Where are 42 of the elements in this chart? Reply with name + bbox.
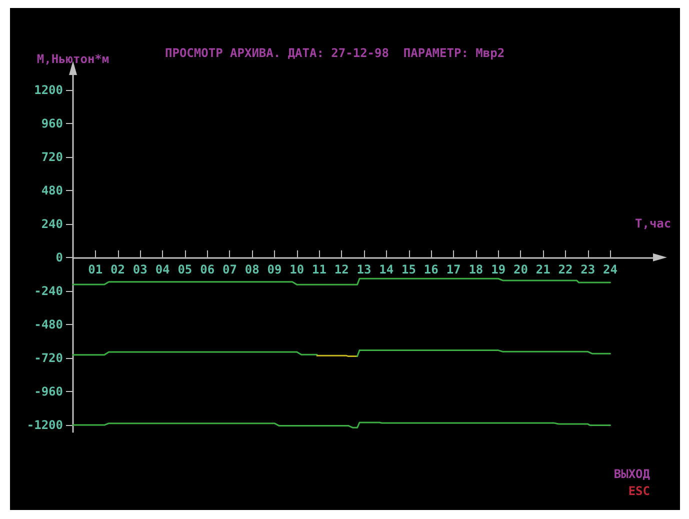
- x-tick-label: 23: [580, 262, 596, 276]
- x-tick-label: 06: [200, 262, 215, 276]
- x-axis-title: Т,час: [635, 216, 672, 230]
- x-tick-label: 15: [402, 262, 416, 276]
- text: ESC: [628, 484, 650, 498]
- y-tick-label: -1200: [26, 418, 63, 432]
- line-series: [72, 278, 611, 286]
- y-tick-label: -960: [34, 384, 63, 398]
- y-tick-label: 1200: [34, 82, 63, 97]
- line-series: [356, 350, 611, 358]
- x-tick-label: 07: [222, 262, 237, 276]
- x-tick-label: 08: [244, 262, 260, 276]
- x-tick-label: 03: [132, 262, 148, 276]
- x-tick-label: 01: [88, 262, 103, 276]
- x-tick-label: 04: [155, 262, 170, 276]
- x-tick-label: 09: [267, 262, 282, 276]
- y-tick-label: 240: [41, 216, 63, 231]
- x-tick-label: 24: [603, 262, 618, 276]
- x-tick-label: 19: [491, 262, 506, 276]
- x-tick-label: 11: [312, 262, 326, 276]
- y-tick-label: -240: [34, 284, 63, 298]
- x-tick-label: 22: [558, 262, 573, 276]
- x-tick-label: 18: [468, 262, 484, 276]
- x-tick-label: 10: [290, 262, 304, 276]
- x-tick-label: 20: [513, 262, 528, 276]
- x-tick-label: 16: [424, 262, 438, 276]
- y-tick-label: 720: [41, 150, 63, 164]
- text: ВЫХОД: [614, 467, 650, 481]
- y-tick-label: 480: [41, 183, 63, 198]
- x-tick-label: 13: [356, 262, 372, 276]
- x-tick-label: 02: [110, 262, 125, 276]
- chart-title: ПРОСМОТР АРХИВА. ДАТА: 27-12-98 ПАРАМЕТР: Мвр2: [165, 46, 505, 60]
- x-tick-label: 14: [379, 262, 394, 276]
- x-tick-label: 21: [536, 262, 550, 276]
- x-tick-label: 17: [446, 262, 461, 276]
- x-tick-label: 12: [334, 262, 349, 276]
- y-tick-label: 960: [41, 116, 63, 130]
- y-tick-label: 0: [56, 250, 63, 264]
- y-axis-title: М,Ньютон*м: [36, 52, 110, 66]
- y-tick-label: -480: [34, 317, 63, 332]
- y-tick-label: -720: [34, 350, 63, 365]
- x-tick-label: 05: [178, 262, 192, 276]
